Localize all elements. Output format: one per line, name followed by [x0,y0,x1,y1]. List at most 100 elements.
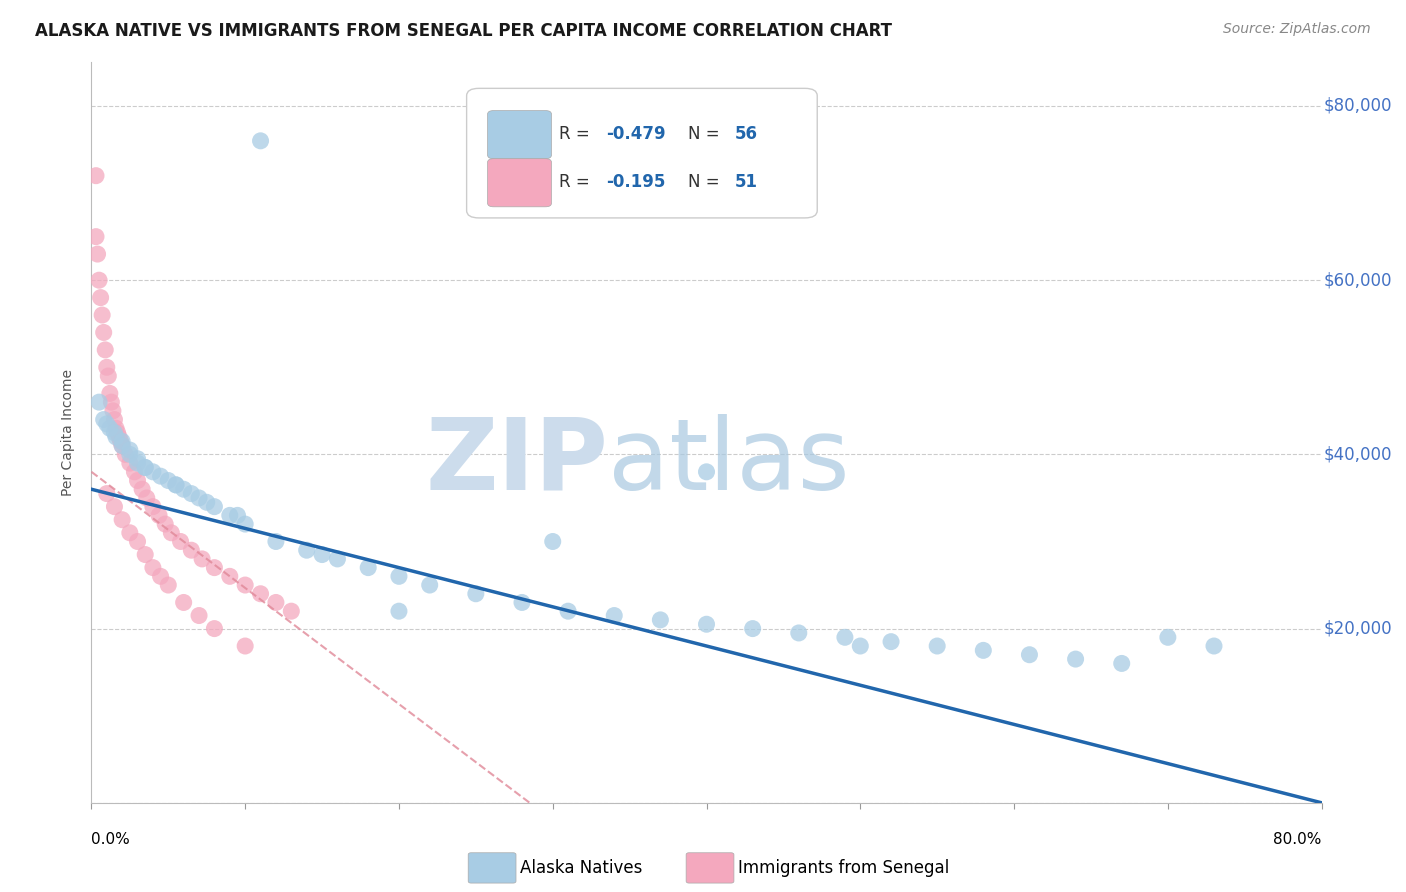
Point [94,343,117,357]
Point [110,434,132,449]
Text: 0.0%: 0.0% [91,832,131,847]
Point [93,326,115,340]
Point [326,552,349,566]
Point [101,404,124,418]
Text: N =: N = [688,125,725,144]
Point [169,534,191,549]
Point [218,569,240,583]
Point [103,425,125,440]
Point [280,604,302,618]
Text: Source: ZipAtlas.com: Source: ZipAtlas.com [1223,22,1371,37]
Point [173,482,195,496]
Point [1202,639,1225,653]
FancyBboxPatch shape [488,159,551,207]
Point [195,495,218,509]
Point [541,534,564,549]
Point [149,569,172,583]
Text: $80,000: $80,000 [1324,97,1392,115]
Point [295,543,318,558]
Point [191,552,214,566]
Point [127,474,149,488]
Point [1111,657,1133,671]
Point [180,486,202,500]
Point [111,439,134,453]
Point [142,500,165,514]
Point [233,639,256,653]
Text: N =: N = [688,173,725,192]
Point [96,417,118,431]
Point [157,474,180,488]
Point [142,465,165,479]
Point [188,491,211,505]
Point [111,513,134,527]
Point [108,430,131,444]
Point [357,560,380,574]
Point [226,508,249,523]
Point [107,425,129,440]
Point [650,613,672,627]
Text: Immigrants from Senegal: Immigrants from Senegal [738,859,949,877]
Text: R =: R = [558,125,595,144]
Point [165,478,187,492]
Point [603,608,626,623]
Point [105,421,127,435]
Point [972,643,994,657]
Point [153,517,177,532]
Text: 51: 51 [735,173,758,192]
Point [93,412,115,426]
Point [264,595,287,609]
Text: ALASKA NATIVE VS IMMIGRANTS FROM SENEGAL PER CAPITA INCOME CORRELATION CHART: ALASKA NATIVE VS IMMIGRANTS FROM SENEGAL… [35,22,893,40]
Point [149,469,172,483]
Point [87,273,110,287]
Text: 56: 56 [735,125,758,144]
Point [165,478,187,492]
Point [98,386,121,401]
Point [464,587,486,601]
Text: $20,000: $20,000 [1324,620,1393,638]
Point [118,443,141,458]
Point [1064,652,1087,666]
Point [124,465,146,479]
Point [127,534,149,549]
Point [233,517,256,532]
FancyBboxPatch shape [488,111,551,159]
Point [134,460,156,475]
Point [787,626,810,640]
Point [134,460,156,475]
Point [114,447,136,461]
Point [419,578,441,592]
Text: 80.0%: 80.0% [1274,832,1322,847]
Point [118,456,141,470]
Point [157,578,180,592]
Point [834,630,856,644]
Point [696,465,718,479]
Point [96,360,118,375]
Point [90,291,112,305]
Point [103,412,125,426]
Point [188,608,211,623]
Point [127,456,149,470]
Point [118,447,141,461]
Point [87,395,110,409]
Point [1157,630,1180,644]
Point [84,229,107,244]
Point [135,491,157,505]
Point [696,617,718,632]
Point [388,604,411,618]
Point [160,525,183,540]
Point [218,508,240,523]
Point [111,439,134,453]
Point [118,525,141,540]
Point [103,500,125,514]
Text: Alaska Natives: Alaska Natives [520,859,643,877]
Text: R =: R = [558,173,595,192]
Point [127,451,149,466]
Point [86,247,108,261]
Point [142,560,165,574]
Point [134,548,156,562]
Point [96,486,118,500]
Point [131,482,153,496]
Point [91,308,114,322]
Point [97,369,120,384]
Text: -0.195: -0.195 [606,173,665,192]
